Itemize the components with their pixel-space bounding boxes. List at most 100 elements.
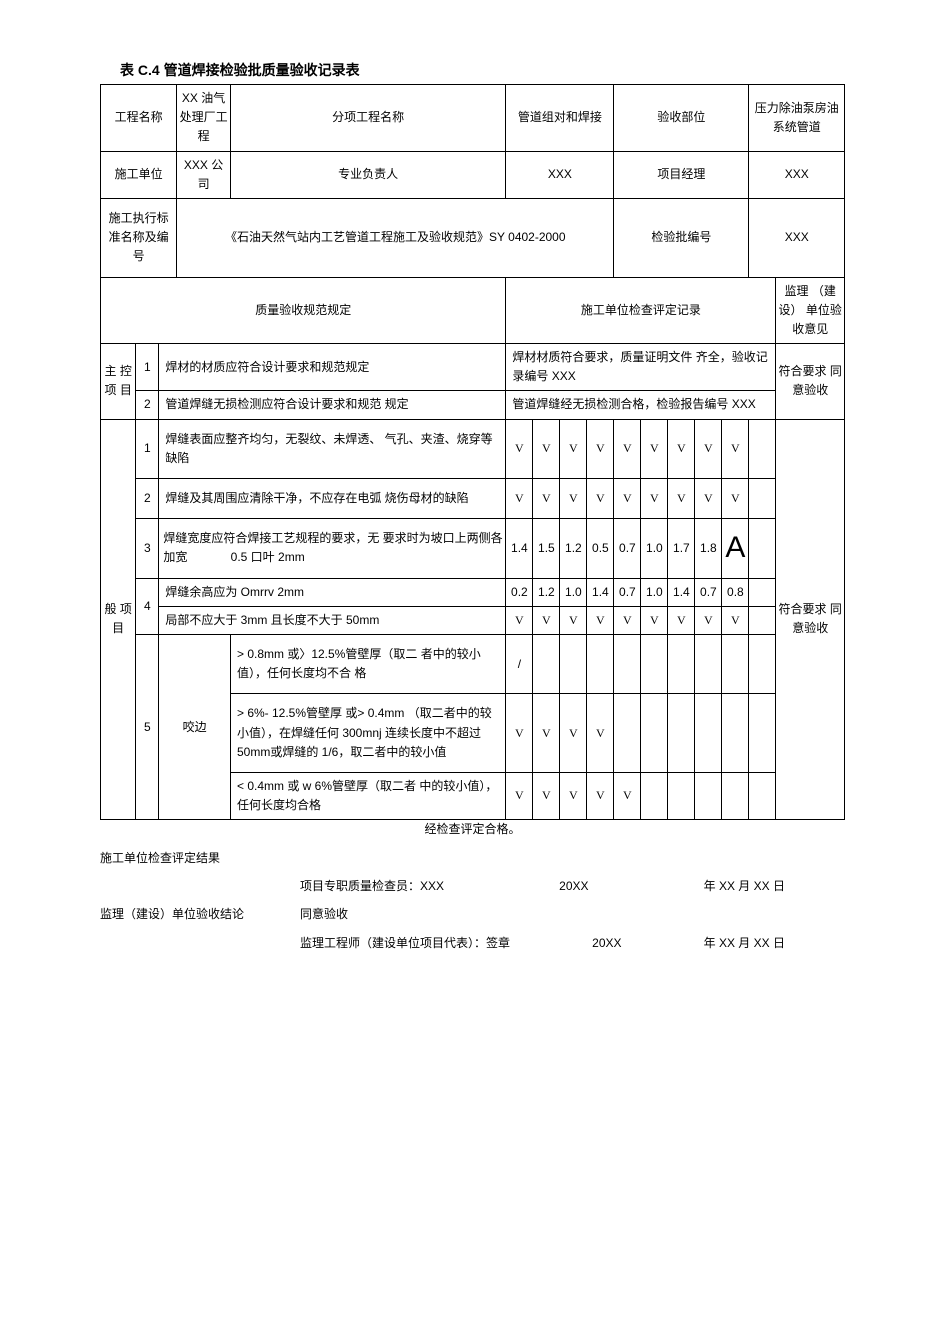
empty-cell bbox=[533, 634, 560, 693]
g-row2-desc: 焊缝及其周围应清除干净，不应存在电弧 烧伤母材的缺陷 bbox=[159, 479, 506, 519]
empty-cell bbox=[641, 772, 668, 819]
check-cell: V bbox=[614, 606, 641, 634]
footer-block: 经检查评定合格。 施工单位检查评定结果 项目专职质量检查员：XXX 20XX 年… bbox=[100, 816, 845, 956]
empty-cell bbox=[722, 694, 749, 773]
val-cell: 1.2 bbox=[533, 578, 560, 606]
construction-unit-label: 施工单位 bbox=[101, 151, 177, 198]
check-cell: V bbox=[506, 694, 533, 773]
main-ctrl-row1-no: 1 bbox=[136, 344, 159, 391]
check-cell: V bbox=[587, 419, 614, 478]
check-cell: V bbox=[614, 479, 641, 519]
empty-cell bbox=[587, 634, 614, 693]
val-cell: 1.0 bbox=[641, 578, 668, 606]
construction-unit-value: XXX 公司 bbox=[177, 151, 231, 198]
agree-text: 同意验收 bbox=[300, 901, 348, 927]
g-row3-desc: 焊缝宽度应符合焊接工艺规程的要求，无 要求时为坡口上两侧各加宽 0.5 口叶 2… bbox=[159, 519, 506, 578]
check-cell: V bbox=[560, 694, 587, 773]
check-cell: V bbox=[641, 606, 668, 634]
g-row5-label: 咬边 bbox=[159, 634, 231, 819]
professional-leader-label: 专业负责人 bbox=[230, 151, 505, 198]
check-cell: V bbox=[506, 772, 533, 819]
val-cell: 0.5 bbox=[587, 519, 614, 578]
main-ctrl-row1-record: 焊材材质符合要求，质量证明文件 齐全，验收记录编号 XXX bbox=[506, 344, 776, 391]
check-cell: V bbox=[506, 419, 533, 478]
check-cell: V bbox=[587, 479, 614, 519]
empty-cell bbox=[722, 634, 749, 693]
check-cell: V bbox=[695, 606, 722, 634]
sub-project-value: 管道组对和焊接 bbox=[506, 85, 614, 152]
g-row1-no: 1 bbox=[136, 419, 159, 478]
check-cell: V bbox=[560, 419, 587, 478]
empty-cell bbox=[749, 772, 776, 819]
val-cell: 0.7 bbox=[614, 578, 641, 606]
supervisor-opinion-label: 监理 （建设） 单位验收意见 bbox=[776, 277, 845, 344]
g-row5-no: 5 bbox=[136, 634, 159, 819]
supervisor-engineer: 监理工程师（建设单位项目代表）：签章 bbox=[300, 930, 510, 956]
check-cell: V bbox=[587, 694, 614, 773]
quality-spec-label: 质量验收规范规定 bbox=[101, 277, 506, 344]
project-manager-label: 项目经理 bbox=[614, 151, 749, 198]
check-cell: V bbox=[533, 694, 560, 773]
supervisor-conclusion-label: 监理（建设）单位验收结论 bbox=[100, 901, 300, 927]
project-name-label: 工程名称 bbox=[101, 85, 177, 152]
empty-cell bbox=[614, 694, 641, 773]
batch-no-label: 检验批编号 bbox=[614, 198, 749, 277]
val-cell: 1.2 bbox=[560, 519, 587, 578]
empty-cell bbox=[749, 578, 776, 606]
check-cell: V bbox=[614, 772, 641, 819]
main-ctrl-row1-desc: 焊材的材质应符合设计要求和规范规定 bbox=[159, 344, 506, 391]
check-cell: V bbox=[722, 419, 749, 478]
check-cell: V bbox=[506, 479, 533, 519]
empty-cell bbox=[749, 606, 776, 634]
check-cell: V bbox=[695, 479, 722, 519]
exec-standard-value: 《石油天然气站内工艺管道工程施工及验收规范》SY 0402-2000 bbox=[177, 198, 614, 277]
check-cell: V bbox=[722, 479, 749, 519]
val-cell: 0.8 bbox=[722, 578, 749, 606]
exec-standard-label: 施工执行标准名称及编号 bbox=[101, 198, 177, 277]
check-cell: V bbox=[587, 606, 614, 634]
general-label: 般 项目 bbox=[101, 419, 136, 820]
val-cell: 0.7 bbox=[614, 519, 641, 578]
check-cell: V bbox=[560, 606, 587, 634]
check-cell: V bbox=[560, 772, 587, 819]
main-ctrl-label: 主 控项 目 bbox=[101, 344, 136, 420]
date2: 年 XX 月 XX 日 bbox=[704, 930, 785, 956]
check-cell: V bbox=[668, 419, 695, 478]
g-row4-no: 4 bbox=[136, 578, 159, 634]
g-row1-desc: 焊缝表面应整齐均匀，无裂纹、未焊透、 气孔、夹渣、烧穿等缺陷 bbox=[159, 419, 506, 478]
val-cell: 1.0 bbox=[560, 578, 587, 606]
empty-cell bbox=[668, 634, 695, 693]
project-name-value: XX 油气处理厂工程 bbox=[177, 85, 231, 152]
g-row3-no: 3 bbox=[136, 519, 159, 578]
check-cell: V bbox=[533, 772, 560, 819]
empty-cell bbox=[695, 772, 722, 819]
inspection-table: 工程名称 XX 油气处理厂工程 分项工程名称 管道组对和焊接 验收部位 压力除油… bbox=[100, 84, 845, 820]
val-cell: 1.5 bbox=[533, 519, 560, 578]
check-cell: V bbox=[668, 479, 695, 519]
accept-part-value: 压力除油泵房油系统管道 bbox=[749, 85, 845, 152]
g-row4b-desc: 局部不应大于 3mm 且长度不大于 50mm bbox=[159, 606, 506, 634]
val-cell: 1.4 bbox=[506, 519, 533, 578]
check-cell: V bbox=[641, 479, 668, 519]
g-row5a-desc: > 0.8mm 或〉12.5%管壁厚（取二 者中的较小值），任何长度均不合 格 bbox=[230, 634, 505, 693]
year1: 20XX bbox=[559, 873, 588, 899]
check-cell: V bbox=[587, 772, 614, 819]
g-row5c-desc: < 0.4mm 或 w 6%管壁厚（取二者 中的较小值），任何长度均合格 bbox=[230, 772, 505, 819]
check-cell: V bbox=[668, 606, 695, 634]
val-cell: 1.4 bbox=[587, 578, 614, 606]
main-ctrl-row2-record: 管道焊缝经无损检测合格，检验报告编号 XXX bbox=[506, 391, 776, 419]
quality-inspector: 项目专职质量检查员：XXX bbox=[300, 873, 444, 899]
check-cell: V bbox=[506, 606, 533, 634]
empty-cell bbox=[668, 772, 695, 819]
year2: 20XX bbox=[592, 930, 621, 956]
date1: 年 XX 月 XX 日 bbox=[704, 873, 785, 899]
page-title: 表 C.4 管道焊接检验批质量验收记录表 bbox=[120, 60, 845, 80]
empty-cell bbox=[749, 694, 776, 773]
g-row2-no: 2 bbox=[136, 479, 159, 519]
main-ctrl-row2-desc: 管道焊缝无损检测应符合设计要求和规范 规定 bbox=[159, 391, 506, 419]
construction-record-label: 施工单位检查评定记录 bbox=[506, 277, 776, 344]
accept-part-label: 验收部位 bbox=[614, 85, 749, 152]
check-cell: V bbox=[722, 606, 749, 634]
slash-cell: / bbox=[506, 634, 533, 693]
project-manager-value: XXX bbox=[749, 151, 845, 198]
